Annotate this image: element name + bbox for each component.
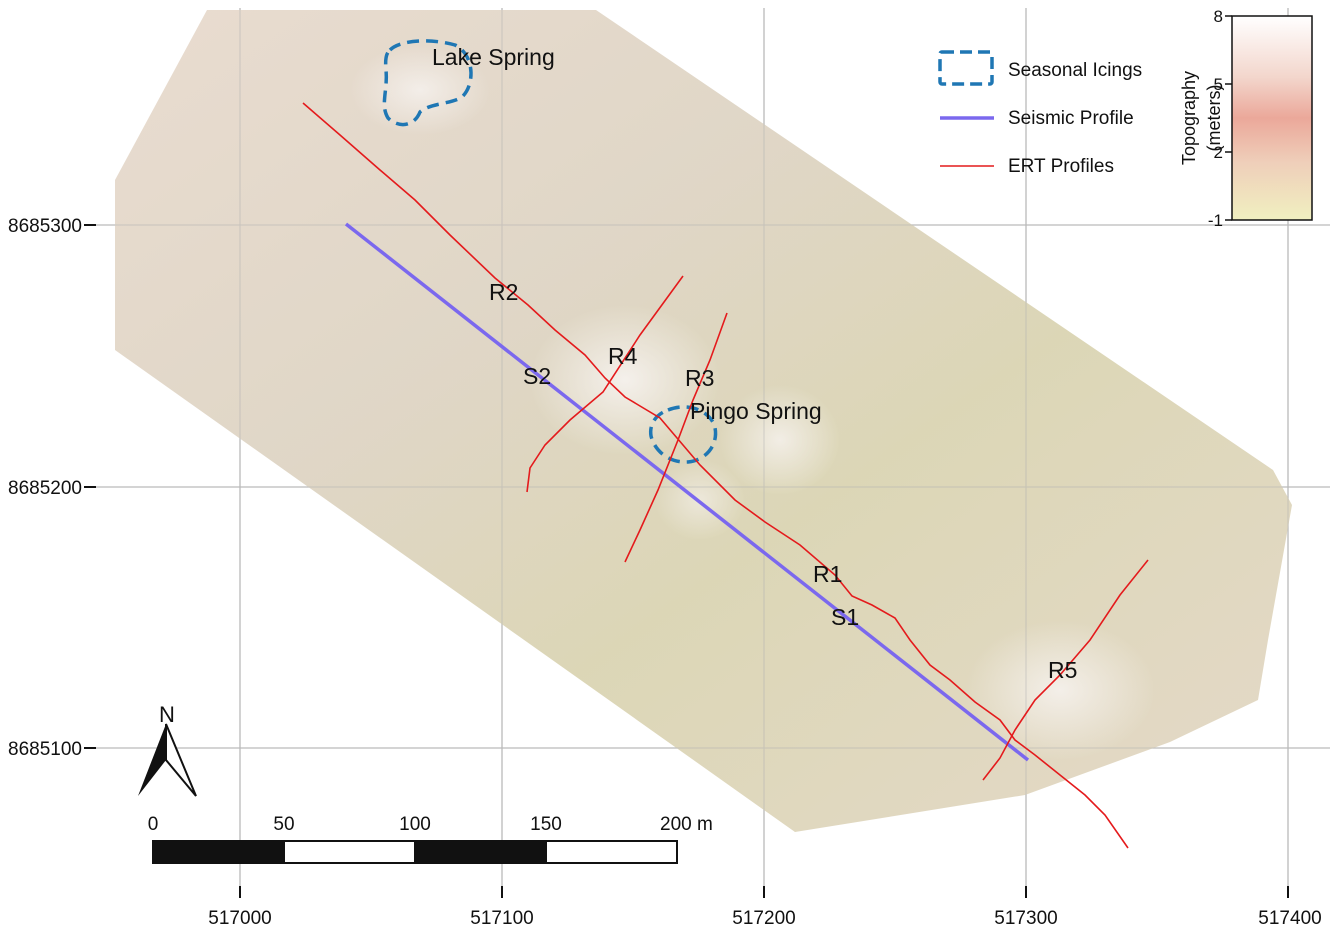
legend-label-seismic: Seismic Profile	[1008, 108, 1134, 129]
profile-label-s1: S1	[831, 604, 859, 630]
colorbar-tick: 2	[1214, 143, 1223, 162]
north-arrow-label: N	[159, 702, 175, 727]
scale-bar-label: 200 m	[660, 814, 713, 835]
lake-spring-icing	[382, 39, 473, 127]
y-axis: 8685300 8685200 8685100	[8, 216, 96, 760]
y-tick-label: 8685300	[8, 216, 82, 237]
hill-shade	[965, 620, 1155, 760]
north-arrow: N	[138, 702, 197, 797]
y-tick-label: 8685200	[8, 478, 82, 499]
north-arrow-icon	[165, 723, 197, 797]
hill-shade	[720, 385, 840, 495]
pingo-spring-label: Pingo Spring	[690, 398, 822, 424]
legend-label-ert: ERT Profiles	[1008, 156, 1114, 177]
x-tick-label: 517100	[470, 908, 533, 929]
ert-profile-r5	[982, 559, 1149, 781]
x-tick-label: 517200	[732, 908, 795, 929]
legend-swatch-icings	[938, 50, 994, 86]
ert-profile-r1-r2	[302, 102, 1129, 849]
profile-label-r1: R1	[813, 561, 842, 587]
profile-label-s2: S2	[523, 363, 551, 389]
profile-label-r4: R4	[608, 343, 638, 369]
profile-label-r3: R3	[685, 365, 714, 391]
colorbar-ramp	[1231, 15, 1313, 221]
colorbar: 8 5 2 -1 Topography (meters)	[1179, 7, 1313, 230]
colorbar-title-line2: (meters)	[1204, 85, 1224, 152]
seismic-profile-line	[344, 222, 1030, 762]
scale-bar-label: 100	[399, 814, 431, 835]
scale-bar: 0 50 100 150 200 m	[148, 814, 713, 864]
y-tick-label: 8685100	[8, 739, 82, 760]
map-labels: Lake Spring Pingo Spring R2 R4 S2 R3 R1 …	[432, 44, 1077, 683]
x-tick-label: 517300	[994, 908, 1057, 929]
legend-label-icings: Seasonal Icings	[1008, 60, 1142, 81]
scale-bar-label: 150	[530, 814, 562, 835]
north-arrow-icon	[138, 724, 166, 796]
lake-spring-label: Lake Spring	[432, 44, 555, 70]
colorbar-tick: 8	[1214, 7, 1223, 26]
seasonal-icings	[382, 39, 718, 464]
ert-profiles	[302, 102, 1149, 849]
scale-bar-label: 0	[148, 814, 159, 835]
x-tick-label: 517000	[208, 908, 271, 929]
legend: Seasonal Icings Seismic Profile ERT Prof…	[938, 50, 1142, 177]
x-tick-label: 517400	[1258, 908, 1321, 929]
colorbar-title-line1: Topography	[1179, 71, 1199, 165]
x-axis: 517000 517100 517200 517300 517400	[208, 886, 1322, 929]
pingo-spring-icing	[648, 405, 718, 464]
ert-profile-r4	[526, 275, 684, 493]
colorbar-tick: 5	[1214, 75, 1223, 94]
profile-label-r5: R5	[1048, 657, 1077, 683]
colorbar-tick: -1	[1208, 211, 1223, 230]
profile-label-r2: R2	[489, 279, 518, 305]
hill-shade	[530, 305, 720, 455]
ert-profile-r3	[624, 312, 728, 563]
scale-bar-label: 50	[273, 814, 294, 835]
